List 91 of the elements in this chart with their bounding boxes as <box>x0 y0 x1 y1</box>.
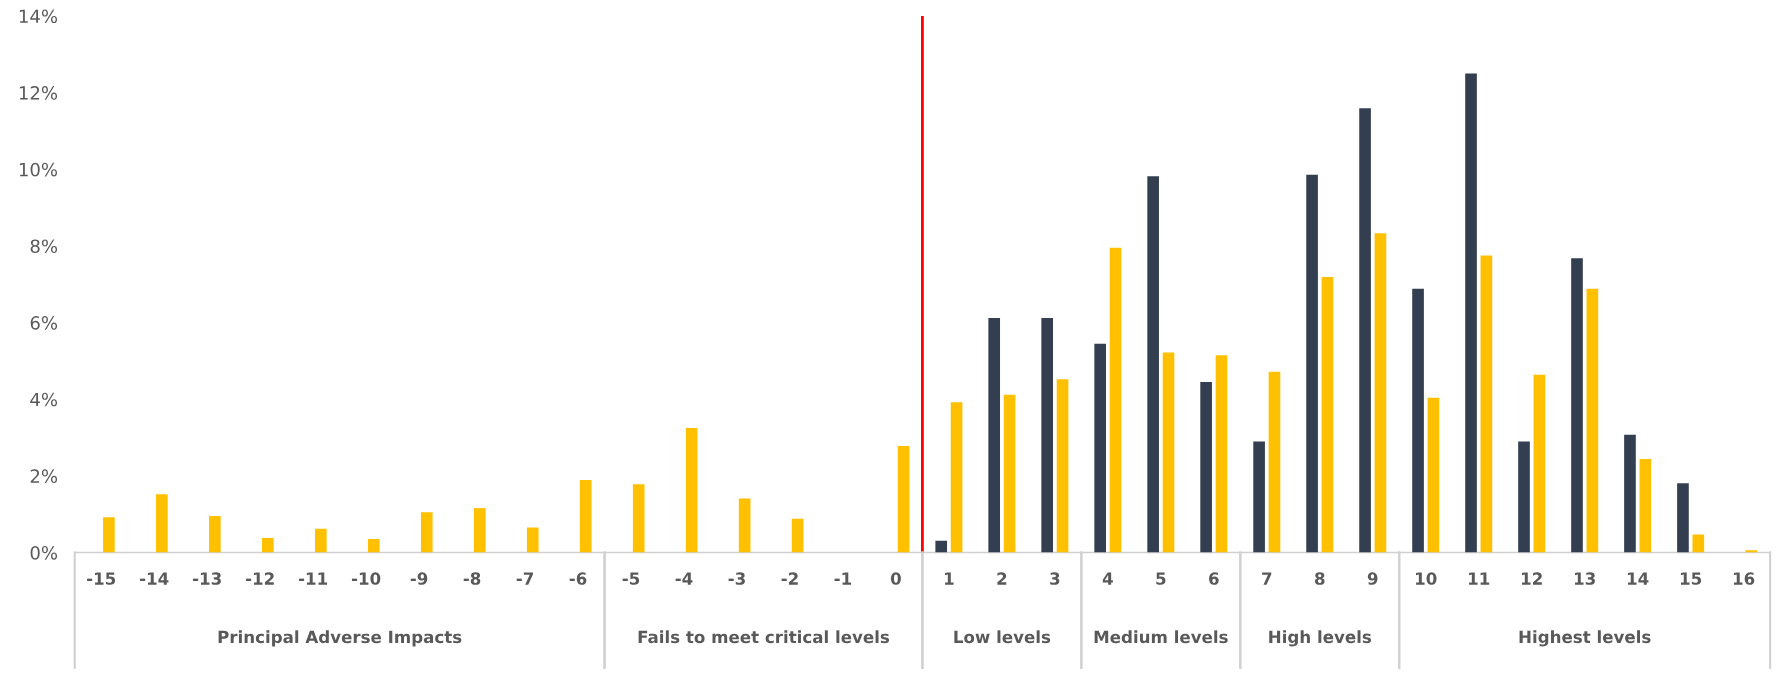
bar <box>579 480 592 553</box>
bar <box>1518 441 1530 553</box>
y-tick-label: 0% <box>30 545 58 560</box>
bar <box>1321 276 1334 553</box>
y-tick-label: 12% <box>19 86 58 100</box>
x-tick-label: 14 <box>1627 572 1649 585</box>
bar <box>1253 441 1265 553</box>
bar <box>262 537 274 553</box>
x-tick-label: 1 <box>944 572 954 585</box>
bar <box>1586 288 1599 553</box>
x-tick-label: 11 <box>1468 572 1490 585</box>
bar <box>103 517 115 553</box>
y-tick-label: 4% <box>30 392 58 407</box>
bar <box>1639 459 1652 553</box>
bar <box>156 494 168 553</box>
bar <box>791 518 804 553</box>
x-tick-label: 15 <box>1680 572 1702 585</box>
text: Low levels <box>954 630 1051 644</box>
bar <box>1306 174 1318 553</box>
x-tick-label: 4 <box>1102 572 1113 585</box>
bar <box>738 498 751 553</box>
x-tick-label: 16 <box>1733 572 1755 585</box>
x-tick-label: -6 <box>569 572 587 585</box>
bar <box>1480 255 1493 553</box>
x-tick-label: -7 <box>516 572 533 585</box>
x-tick-label: 12 <box>1521 572 1542 585</box>
bar <box>1624 434 1636 553</box>
x-tick-label: 13 <box>1574 572 1595 585</box>
y-tick-label: 10% <box>19 162 58 177</box>
bar <box>950 402 963 553</box>
x-tick-label: 8 <box>1314 572 1325 585</box>
bar <box>1268 371 1281 553</box>
x-tick-label: -8 <box>463 572 481 585</box>
bar <box>1215 355 1228 553</box>
text: High levels <box>1269 630 1372 647</box>
x-tick-label: -1 <box>834 572 852 585</box>
bar <box>1677 483 1689 553</box>
bar <box>897 445 910 553</box>
x-tick-label: 10 <box>1416 572 1437 585</box>
x-tick-label: -9 <box>410 572 428 585</box>
bar <box>314 528 327 553</box>
bar <box>1359 108 1371 553</box>
bar <box>1041 317 1054 553</box>
bar <box>1162 352 1175 553</box>
x-tick-label: 7 <box>1262 572 1272 585</box>
bar <box>1571 258 1583 553</box>
bar <box>1003 394 1016 553</box>
bar <box>935 540 948 553</box>
text: Fails to meet critical levels <box>638 630 890 644</box>
y-tick-label: 2% <box>30 469 58 483</box>
y-tick-label: 8% <box>30 239 58 254</box>
bar <box>420 512 433 553</box>
x-tick-label: 6 <box>1209 572 1219 585</box>
text: Principal Adverse Impacts <box>218 630 462 647</box>
x-tick-label: 3 <box>1050 572 1060 585</box>
bar <box>473 508 486 553</box>
text: Highest levels <box>1519 630 1651 647</box>
bar <box>1147 176 1159 553</box>
bar <box>1533 374 1546 553</box>
bar <box>1374 233 1387 553</box>
bar <box>526 527 539 553</box>
x-tick-label: -4 <box>675 572 693 585</box>
bar <box>1465 73 1477 553</box>
x-tick-label: -13 <box>193 572 221 585</box>
x-tick-label: -11 <box>298 572 328 585</box>
bar <box>1094 343 1106 553</box>
x-tick-label: 2 <box>997 572 1007 585</box>
x-tick-label: -10 <box>351 572 381 585</box>
x-tick-label: -3 <box>728 572 745 585</box>
bar <box>632 484 645 553</box>
x-tick-label: 9 <box>1367 572 1378 585</box>
x-tick-label: -12 <box>246 572 274 585</box>
bar <box>685 427 698 553</box>
bar <box>1109 247 1122 553</box>
x-tick-label: -5 <box>622 572 640 585</box>
y-tick-label: 14% <box>19 9 58 24</box>
y-tick-label: 6% <box>30 316 58 330</box>
bar <box>1692 534 1705 553</box>
bar <box>1200 381 1212 553</box>
bar <box>1412 288 1424 553</box>
x-tick-label: -14 <box>140 572 169 585</box>
bar <box>1056 379 1069 553</box>
bar <box>1427 397 1440 553</box>
bar <box>988 317 1001 553</box>
x-tick-label: 5 <box>1156 572 1166 585</box>
x-tick-label: -15 <box>87 572 116 585</box>
text: Medium levels <box>1094 630 1228 644</box>
x-tick-label: 0 <box>890 572 901 585</box>
bar <box>367 539 380 553</box>
x-tick-label: -2 <box>781 572 798 585</box>
bar <box>209 516 221 553</box>
